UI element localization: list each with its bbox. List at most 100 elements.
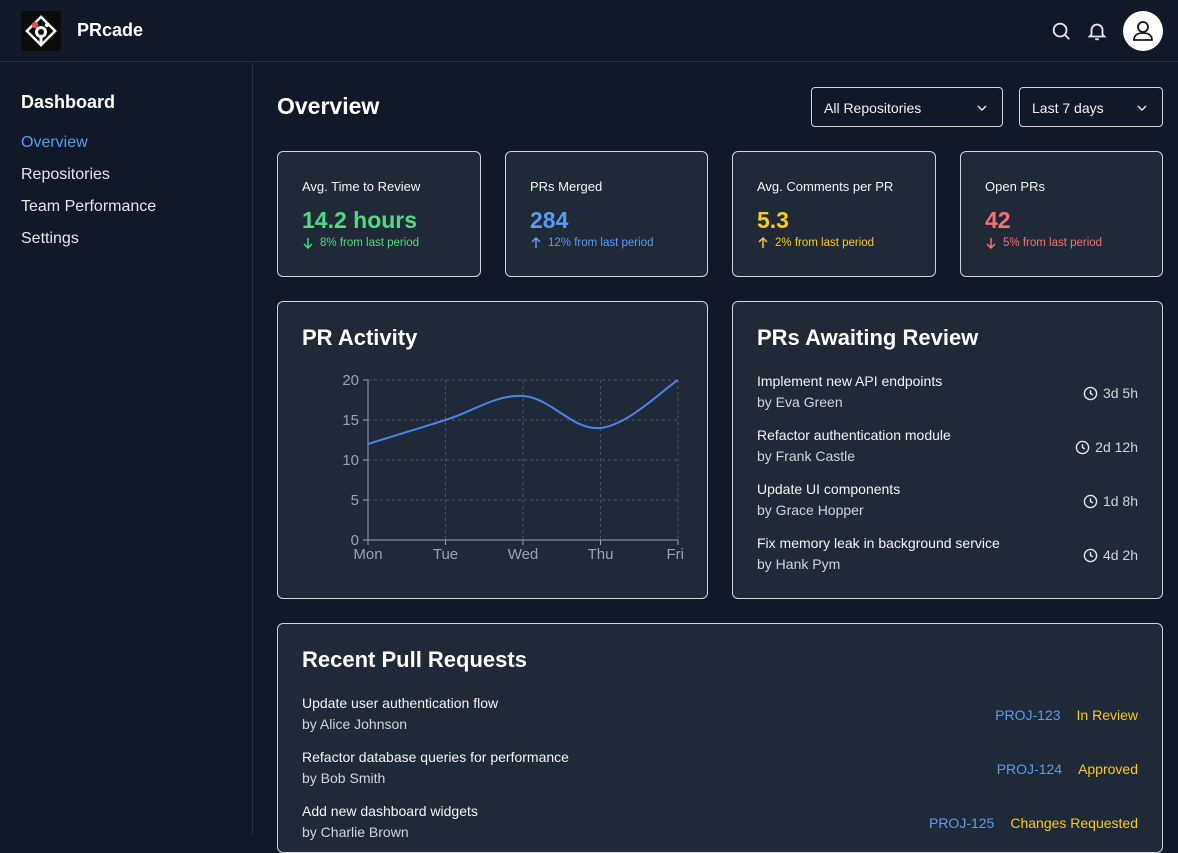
stat-card-prs-merged: PRs Merged 284 12% from last period (505, 151, 708, 277)
review-item-author: by Eva Green (757, 394, 843, 410)
arrow-up-icon (758, 237, 768, 248)
stat-label: Avg. Time to Review (302, 179, 421, 194)
page-title: Overview (277, 93, 380, 119)
status-badge: Changes Requested (1010, 815, 1138, 831)
pr-author: by Bob Smith (302, 770, 386, 786)
logo-icon[interactable] (21, 11, 61, 51)
review-item-time: 2d 12h (1075, 439, 1138, 455)
status-badge: Approved (1078, 761, 1138, 777)
sidebar-item-repositories[interactable]: Repositories (21, 166, 110, 183)
stat-label: Open PRs (985, 179, 1045, 194)
stat-card-time-to-review: Avg. Time to Review 14.2 hours 8% from l… (277, 151, 481, 277)
pr-author: by Charlie Brown (302, 824, 409, 840)
review-item-time: 3d 5h (1083, 385, 1138, 401)
pr-id-link[interactable]: PROJ-125 (928, 815, 995, 831)
chevron-down-icon (977, 105, 987, 112)
series-line (367, 379, 679, 445)
stat-value: 14.2 hours (302, 207, 418, 233)
clock-icon (1083, 386, 1098, 400)
app-name: PRcade (77, 20, 144, 40)
review-item-title: Refactor authentication module (757, 427, 951, 443)
pr-id-link[interactable]: PROJ-123 (995, 707, 1061, 723)
chevron-down-icon (1137, 105, 1147, 112)
arrow-down-icon (986, 238, 996, 249)
review-item[interactable]: Fix memory leak in background service by… (757, 535, 1138, 575)
bell-icon[interactable] (1086, 20, 1108, 42)
stat-change-text: 5% from last period (1003, 237, 1103, 249)
sidebar: Dashboard Overview Repositories Team Per… (0, 63, 253, 835)
sidebar-item-settings[interactable]: Settings (21, 230, 79, 247)
stat-value: 284 (530, 207, 569, 233)
pr-meta: PROJ-123 In Review (995, 707, 1138, 723)
sidebar-item-team-performance[interactable]: Team Performance (21, 198, 157, 215)
review-item-title: Update UI components (757, 481, 901, 497)
pr-title: Refactor database queries for performanc… (302, 749, 569, 765)
y-tick-label: 10 (342, 452, 359, 469)
date-range-select-value: Last 7 days (1032, 100, 1104, 116)
stat-label: PRs Merged (530, 179, 603, 194)
y-tick-label: 20 (342, 372, 359, 389)
pr-activity-title: PR Activity (302, 325, 418, 350)
review-item-time: 1d 8h (1083, 493, 1138, 509)
stat-card-open-prs: Open PRs 42 5% from last period (960, 151, 1163, 277)
review-item-time-text: 1d 8h (1102, 493, 1138, 509)
pr-title: Add new dashboard widgets (302, 803, 478, 819)
review-item-time-text: 4d 2h (1102, 547, 1138, 563)
date-range-select[interactable]: Last 7 days (1019, 87, 1163, 127)
review-item-time-text: 2d 12h (1095, 439, 1138, 455)
pr-row[interactable]: Update user authentication flow by Alice… (302, 695, 1138, 735)
clock-icon (1075, 440, 1090, 454)
stat-change: 8% from last period (302, 237, 419, 249)
review-item-author: by Frank Castle (757, 448, 856, 464)
avatar[interactable] (1123, 11, 1163, 51)
top-bar: PRcade (0, 0, 1178, 62)
stat-value: 5.3 (757, 207, 789, 233)
repository-select[interactable]: All Repositories (811, 87, 1003, 127)
stat-card-comments-per-pr: Avg. Comments per PR 5.3 2% from last pe… (732, 151, 936, 277)
pr-meta: PROJ-125 Changes Requested (929, 815, 1138, 831)
x-tick-label: Wed (508, 546, 539, 563)
stat-change-text: 8% from last period (320, 237, 420, 249)
review-item-title: Fix memory leak in background service (757, 535, 1000, 551)
review-item[interactable]: Update UI components by Grace Hopper 1d … (757, 481, 1138, 521)
search-icon[interactable] (1050, 20, 1072, 42)
y-tick-label: 5 (351, 492, 359, 509)
pr-row[interactable]: Add new dashboard widgets by Charlie Bro… (302, 803, 1138, 843)
review-item-time: 4d 2h (1083, 547, 1138, 563)
stat-label: Avg. Comments per PR (757, 179, 894, 194)
review-item[interactable]: Implement new API endpoints by Eva Green… (757, 373, 1138, 413)
stat-change: 5% from last period (985, 237, 1102, 249)
stat-change-text: 12% from last period (548, 237, 654, 249)
clock-icon (1083, 494, 1098, 508)
review-item-title: Implement new API endpoints (757, 373, 943, 389)
x-tick-label: Fri (667, 546, 685, 563)
clock-icon (1083, 548, 1098, 562)
review-item-time-text: 3d 5h (1102, 385, 1138, 401)
pr-id-link[interactable]: PROJ-124 (996, 761, 1063, 777)
recent-prs-card: Recent Pull Requests Update user authent… (277, 623, 1163, 853)
review-item[interactable]: Refactor authentication module by Frank … (757, 427, 1138, 467)
pr-author: by Alice Johnson (302, 716, 408, 732)
awaiting-review-title: PRs Awaiting Review (757, 325, 979, 350)
pr-activity-chart: 0 5 10 15 20 Mon Tue Wed Thu Fri (342, 372, 685, 563)
y-tick-label: 15 (342, 412, 359, 429)
stat-change: 2% from last period (757, 237, 874, 249)
recent-prs-title: Recent Pull Requests (302, 647, 527, 672)
stat-change-text: 2% from last period (775, 237, 875, 249)
pr-meta: PROJ-124 Approved (997, 761, 1138, 777)
arrow-down-icon (303, 238, 313, 249)
repository-select-value: All Repositories (824, 100, 922, 116)
x-tick-label: Thu (588, 546, 614, 563)
status-badge: In Review (1076, 707, 1138, 723)
sidebar-title: Dashboard (21, 92, 116, 112)
stat-change: 12% from last period (530, 237, 653, 249)
stat-value: 42 (985, 207, 1011, 233)
arrow-up-icon (531, 237, 541, 248)
awaiting-review-card: PRs Awaiting Review Implement new API en… (732, 301, 1163, 599)
pr-row[interactable]: Refactor database queries for performanc… (302, 749, 1138, 789)
x-tick-label: Mon (353, 546, 382, 563)
sidebar-item-overview[interactable]: Overview (21, 134, 88, 151)
review-item-author: by Hank Pym (757, 556, 841, 572)
y-tick-label: 0 (351, 532, 359, 549)
x-tick-label: Tue (433, 546, 458, 563)
